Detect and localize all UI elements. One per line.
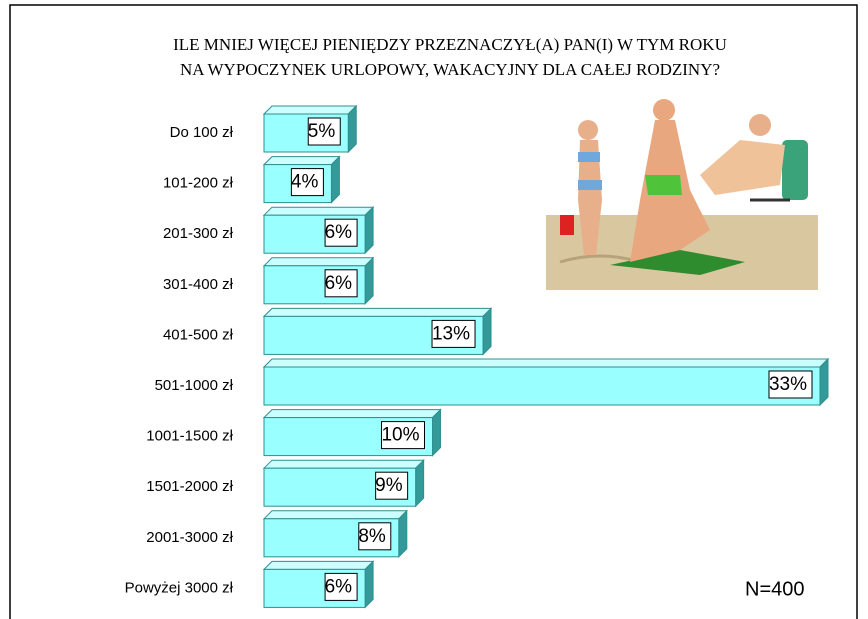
value-label-box	[290, 168, 324, 197]
man-body	[700, 140, 785, 195]
category-label: 501-1000 zł	[155, 377, 234, 394]
bar-top	[262, 560, 375, 570]
swimsuit	[578, 152, 600, 162]
value-label-box	[768, 370, 813, 399]
towel	[610, 250, 745, 275]
bar-top	[262, 358, 830, 368]
bar-side	[415, 458, 425, 508]
bar-side	[347, 104, 357, 154]
value-label: 6%	[325, 273, 353, 294]
bar-top	[262, 409, 442, 419]
bikini	[645, 175, 682, 195]
category-label: Do 100 zł	[170, 124, 234, 141]
value-label: 6%	[325, 222, 353, 243]
bar	[263, 366, 821, 406]
value-label-box	[307, 117, 341, 146]
bar-top	[262, 105, 358, 115]
category-label: 101-200 zł	[163, 175, 234, 192]
bar-side	[431, 408, 441, 457]
beach-illustration	[546, 99, 818, 290]
value-label-box	[324, 572, 358, 601]
bar-side	[364, 205, 374, 255]
value-label: 6%	[325, 576, 353, 597]
bar-top	[262, 510, 408, 520]
value-label-box	[324, 269, 358, 298]
girl-head	[578, 120, 598, 140]
chair	[782, 140, 808, 200]
bar-top	[262, 257, 375, 267]
bar-top	[262, 156, 341, 166]
swimsuit	[578, 180, 602, 190]
annotation: N=400	[745, 578, 805, 600]
bar-top	[262, 206, 375, 216]
category-label: 301-400 zł	[163, 276, 234, 293]
value-label: 8%	[358, 526, 386, 547]
girl-body	[578, 140, 602, 255]
value-label: 33%	[769, 374, 807, 395]
chart-title: NA WYPOCZYNEK URLOPOWY, WAKACYJNY DLA CA…	[180, 60, 720, 79]
category-label: 2001-3000 zł	[146, 529, 233, 546]
chart-title: ILE MNIEJ WIĘCEJ PIENIĘDZY PRZEZNACZYŁ(A…	[173, 35, 727, 54]
bucket	[560, 215, 574, 235]
bar-top	[262, 307, 493, 317]
category-label: 401-500 zł	[163, 326, 234, 343]
value-label: 10%	[381, 425, 419, 446]
value-label: 13%	[432, 323, 470, 344]
bar-side	[364, 256, 374, 306]
bar-side	[330, 155, 340, 204]
value-label-box	[324, 218, 358, 247]
frame	[9, 4, 858, 619]
bar-side	[482, 307, 492, 356]
value-label-box	[358, 522, 392, 551]
value-label-box	[380, 421, 425, 450]
value-label-box	[431, 319, 476, 348]
category-label: 201-300 zł	[163, 225, 234, 242]
category-label: Powyżej 3000 zł	[125, 579, 234, 596]
value-label-box	[375, 471, 409, 500]
woman-head	[653, 99, 675, 121]
category-label: 1501-2000 zł	[146, 478, 233, 495]
bar-side	[398, 509, 408, 559]
bar-top	[262, 459, 425, 469]
bar-side	[364, 560, 374, 609]
category-label: 1001-1500 zł	[146, 428, 233, 445]
value-label: 5%	[308, 121, 336, 142]
value-label: 4%	[291, 172, 319, 193]
value-label: 9%	[375, 475, 403, 496]
man-head	[749, 114, 771, 136]
bar-side	[819, 357, 829, 407]
